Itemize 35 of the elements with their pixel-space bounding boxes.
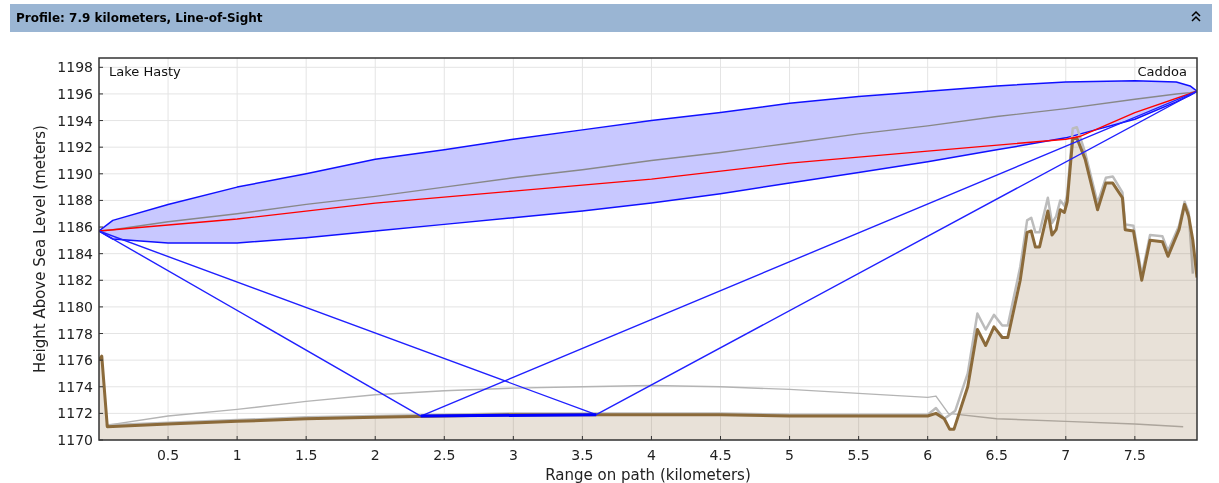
x-tick-label: 5.5 bbox=[847, 447, 870, 463]
x-axis-title: Range on path (kilometers) bbox=[545, 466, 751, 483]
x-tick-label: 0.5 bbox=[156, 447, 180, 463]
y-axis-title: Height Above Sea Level (meters) bbox=[31, 125, 49, 373]
y-tick-label: 1172 bbox=[57, 405, 93, 422]
x-tick-label: 7.5 bbox=[1123, 447, 1146, 463]
y-tick-label: 1192 bbox=[57, 139, 93, 156]
x-tick-label: 5 bbox=[785, 447, 795, 463]
y-tick-label: 1182 bbox=[57, 272, 93, 289]
y-tick-label: 1190 bbox=[57, 165, 93, 182]
y-tick-label: 1178 bbox=[57, 325, 93, 342]
x-tick-label: 4.5 bbox=[709, 447, 732, 463]
y-tick-label: 1170 bbox=[57, 432, 93, 448]
x-tick-label: 2 bbox=[370, 447, 380, 463]
y-tick-label: 1176 bbox=[57, 352, 94, 369]
annotation: Caddoa bbox=[1137, 64, 1187, 79]
y-tick-label: 1198 bbox=[57, 59, 93, 76]
x-tick-label: 2.5 bbox=[433, 447, 456, 463]
y-tick-label: 1196 bbox=[57, 85, 94, 102]
x-tick-label: 3.5 bbox=[571, 447, 594, 463]
y-tick-label: 1194 bbox=[57, 112, 94, 129]
y-tick-label: 1188 bbox=[57, 192, 93, 209]
x-tick-label: 4 bbox=[646, 447, 656, 463]
y-tick-label: 1184 bbox=[57, 245, 94, 262]
y-tick-label: 1180 bbox=[57, 298, 93, 315]
x-tick-label: 7 bbox=[1061, 447, 1071, 463]
chart-title: Profile: 7.9 kilometers, Line-of-Sight bbox=[16, 11, 263, 25]
x-tick-label: 6.5 bbox=[985, 447, 1008, 463]
y-tick-label: 1186 bbox=[57, 219, 94, 236]
x-tick-label: 6 bbox=[923, 447, 933, 463]
x-tick-label: 1.5 bbox=[295, 447, 318, 463]
x-tick-label: 1 bbox=[232, 447, 242, 463]
x-tick-label: 3 bbox=[508, 447, 518, 463]
y-tick-label: 1174 bbox=[57, 378, 94, 395]
annotation: Lake Hasty bbox=[109, 64, 182, 79]
